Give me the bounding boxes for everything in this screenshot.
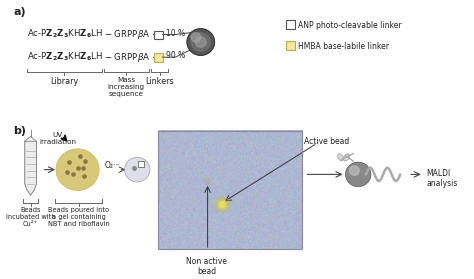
Ellipse shape bbox=[337, 154, 344, 161]
Text: Active bead: Active bead bbox=[304, 137, 350, 146]
Circle shape bbox=[125, 157, 150, 182]
Text: b): b) bbox=[13, 126, 26, 136]
Text: Linkers: Linkers bbox=[146, 77, 174, 86]
FancyBboxPatch shape bbox=[138, 161, 144, 167]
Circle shape bbox=[195, 37, 206, 47]
Circle shape bbox=[214, 197, 230, 212]
FancyBboxPatch shape bbox=[154, 53, 163, 62]
Text: $-$ GRPP$\beta$A $-$: $-$ GRPP$\beta$A $-$ bbox=[104, 50, 159, 64]
Ellipse shape bbox=[344, 154, 349, 161]
Text: Beads poured into
a gel containing
NBT and riboflavin: Beads poured into a gel containing NBT a… bbox=[48, 208, 109, 227]
Circle shape bbox=[349, 166, 359, 175]
Text: 10 %: 10 % bbox=[165, 29, 185, 38]
FancyBboxPatch shape bbox=[286, 41, 295, 50]
Text: Library: Library bbox=[50, 77, 79, 86]
Text: Non active
bead: Non active bead bbox=[186, 257, 227, 276]
FancyBboxPatch shape bbox=[154, 31, 163, 39]
Text: Mass
increasing
sequence: Mass increasing sequence bbox=[108, 77, 145, 97]
Circle shape bbox=[219, 202, 225, 208]
Circle shape bbox=[218, 200, 227, 209]
Text: $-$ GRPP$\beta$A $-$: $-$ GRPP$\beta$A $-$ bbox=[104, 28, 159, 41]
Text: a): a) bbox=[13, 7, 26, 17]
Text: Beads
incubated with
Cu²⁺: Beads incubated with Cu²⁺ bbox=[6, 208, 55, 227]
Text: UV
irradiation: UV irradiation bbox=[39, 132, 76, 145]
Text: ANP photo-cleavable linker: ANP photo-cleavable linker bbox=[298, 21, 401, 30]
Circle shape bbox=[56, 149, 99, 191]
Text: HMBA base-labile linker: HMBA base-labile linker bbox=[298, 42, 389, 51]
Circle shape bbox=[205, 178, 210, 184]
Circle shape bbox=[187, 29, 214, 55]
Polygon shape bbox=[25, 141, 36, 195]
Circle shape bbox=[191, 33, 201, 42]
Text: Ac-P$\bf{Z_2Z_3}$KH$\bf{Z_6}$LH: Ac-P$\bf{Z_2Z_3}$KH$\bf{Z_6}$LH bbox=[27, 28, 102, 40]
Circle shape bbox=[187, 29, 214, 55]
FancyBboxPatch shape bbox=[286, 20, 295, 29]
Text: O₂·⁻: O₂·⁻ bbox=[105, 161, 120, 170]
Text: MALDI
analysis: MALDI analysis bbox=[427, 169, 458, 188]
Text: 90 %: 90 % bbox=[165, 52, 185, 61]
Circle shape bbox=[346, 162, 371, 187]
Circle shape bbox=[191, 33, 210, 51]
Text: Ac-P$\bf{Z_2Z_3}$KH$\bf{Z_6}$LH: Ac-P$\bf{Z_2Z_3}$KH$\bf{Z_6}$LH bbox=[27, 50, 102, 63]
